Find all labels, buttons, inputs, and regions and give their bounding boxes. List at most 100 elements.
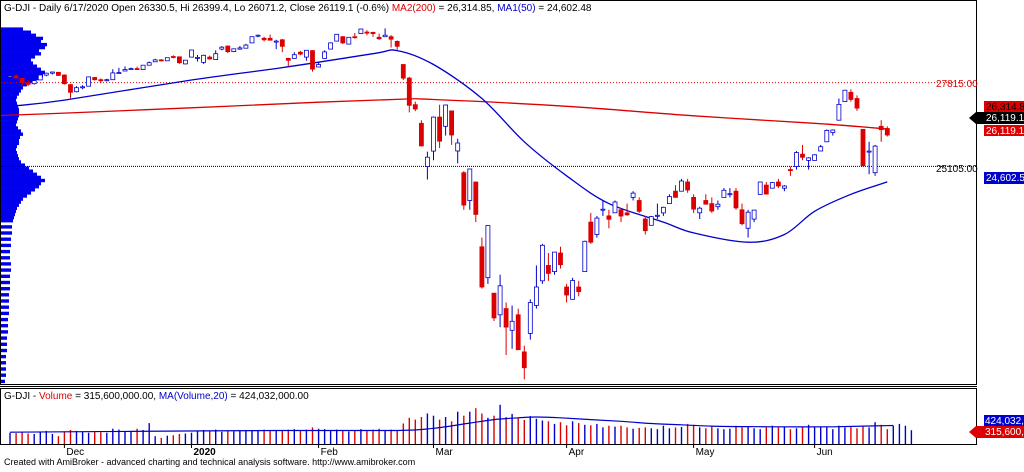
volume-symbol: G-DJI <box>4 391 30 402</box>
ma50-value: = 24,602.48 <box>536 3 592 14</box>
profile-bar <box>1 138 19 142</box>
profile-bar <box>1 39 41 44</box>
candle <box>769 182 775 189</box>
candle-body <box>776 181 781 187</box>
volume-pane-frame[interactable] <box>0 388 977 445</box>
candle-body <box>715 203 721 208</box>
candle <box>461 171 467 210</box>
candle-body <box>473 181 479 215</box>
candle <box>370 31 376 37</box>
candle-body <box>515 314 521 351</box>
candle <box>866 141 872 175</box>
candle <box>848 89 854 102</box>
candle-body <box>431 116 436 152</box>
candle <box>406 76 412 113</box>
candle <box>134 66 140 70</box>
candle <box>261 36 267 42</box>
profile-bar <box>1 280 10 285</box>
candle-body <box>509 320 515 331</box>
candle <box>521 345 527 380</box>
tag-ma200-bg <box>984 101 1024 112</box>
candle-body <box>170 56 176 58</box>
candle-body <box>297 51 303 55</box>
level-label-27815: 27815.00 <box>936 79 978 90</box>
candle <box>195 55 200 62</box>
candle <box>842 89 848 102</box>
candle <box>757 181 763 195</box>
profile-bar <box>1 169 33 173</box>
candle <box>806 157 811 170</box>
candle-body <box>782 185 787 189</box>
candle-body <box>745 211 751 229</box>
candle <box>92 76 98 81</box>
candle <box>376 33 382 40</box>
candle <box>558 246 563 269</box>
candle-body <box>225 45 231 52</box>
candle-body <box>279 39 285 47</box>
candle-body <box>406 77 412 106</box>
volume-label: Volume <box>39 391 73 402</box>
candle-body <box>636 200 642 212</box>
candle <box>854 95 860 111</box>
profile-bar <box>1 348 7 353</box>
candle-body <box>394 41 400 47</box>
candle-body <box>842 89 848 102</box>
profile-bar <box>1 219 13 223</box>
candle <box>68 84 73 99</box>
candle <box>540 243 545 284</box>
profile-bar <box>1 70 45 75</box>
candle-body <box>866 150 872 153</box>
profile-bar <box>1 154 18 158</box>
profile-bar <box>1 101 17 105</box>
x-tick-label: 2020 <box>194 447 217 458</box>
candle-body <box>322 51 328 59</box>
candle <box>164 57 170 62</box>
candle <box>122 66 128 72</box>
profile-bar <box>1 330 8 334</box>
candle-body <box>648 216 654 226</box>
candle <box>74 86 79 93</box>
profile-bar <box>1 73 43 78</box>
candle-body <box>316 64 322 68</box>
vol-tag-vol: 315,600,0 <box>985 427 1024 438</box>
candle <box>116 67 122 74</box>
profile-bar <box>1 117 18 121</box>
candle-body <box>485 225 491 279</box>
profile-bar <box>1 33 36 37</box>
profile-bar <box>1 36 43 41</box>
candle <box>56 71 61 76</box>
candle-body <box>812 154 817 161</box>
vol-tag-ma-bg <box>984 415 1024 426</box>
candle-body <box>412 104 418 110</box>
candle-body <box>697 207 703 214</box>
candle <box>364 30 370 36</box>
candle-body <box>836 104 842 121</box>
x-tick-label: Mar <box>436 447 454 458</box>
profile-bar <box>1 83 27 87</box>
candle-body <box>358 28 364 34</box>
candle <box>213 50 219 61</box>
candle <box>80 85 85 90</box>
candle <box>358 28 364 34</box>
volume-header: G-DJI - Volume = 315,600,000.00, MA(Volu… <box>4 391 309 402</box>
candle <box>479 237 485 289</box>
profile-bar <box>1 67 41 71</box>
profile-bar <box>1 157 19 161</box>
candle-body <box>642 218 648 232</box>
candle-body <box>273 40 279 43</box>
candle <box>497 274 503 328</box>
profile-bar <box>1 120 17 124</box>
candle-body <box>576 286 582 292</box>
candle-body <box>437 116 443 142</box>
profile-bar <box>1 151 17 155</box>
price-pane-frame[interactable] <box>0 0 977 385</box>
candle <box>721 188 727 198</box>
candle <box>340 36 346 45</box>
candle <box>745 209 751 238</box>
candle-body <box>884 128 890 136</box>
candle <box>691 194 696 213</box>
symbol-label: G-DJI <box>4 3 30 14</box>
candle <box>303 49 309 61</box>
profile-bar <box>1 243 11 248</box>
